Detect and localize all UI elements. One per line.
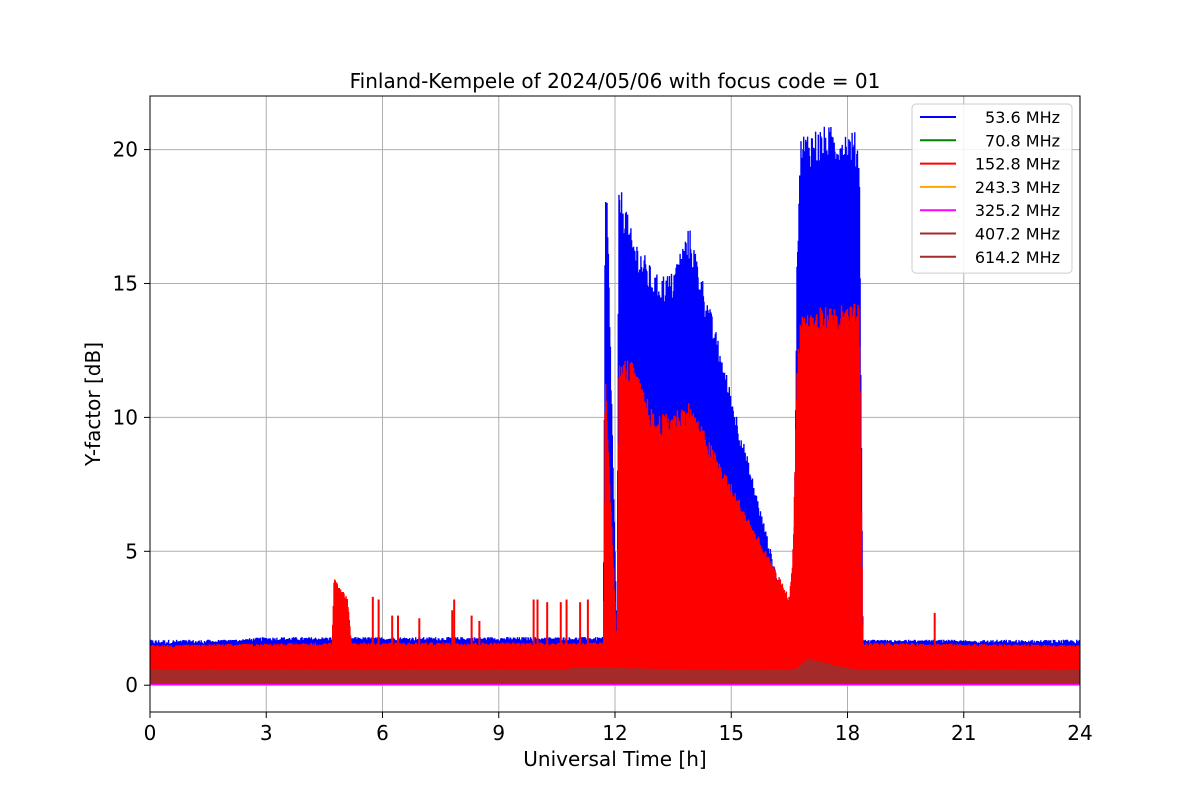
series-614-2-mhz xyxy=(150,671,1080,684)
legend-entry: 243.3 MHz xyxy=(975,178,1060,197)
y-tick-label: 0 xyxy=(125,673,138,697)
x-tick-label: 21 xyxy=(951,721,976,745)
legend-entry: 70.8 MHz xyxy=(985,131,1060,150)
legend-entry: 325.2 MHz xyxy=(975,201,1060,220)
x-tick-label: 0 xyxy=(144,721,157,745)
x-tick-label: 15 xyxy=(719,721,744,745)
x-axis-label: Universal Time [h] xyxy=(523,747,706,771)
x-tick-label: 24 xyxy=(1067,721,1092,745)
series-line xyxy=(150,303,1080,675)
y-tick-label: 10 xyxy=(113,405,138,429)
plot-series-group xyxy=(150,126,1080,686)
x-tick-label: 12 xyxy=(602,721,627,745)
y-tick-label: 15 xyxy=(113,271,138,295)
legend-entry: 407.2 MHz xyxy=(975,225,1060,244)
x-tick-label: 3 xyxy=(260,721,273,745)
legend-entry: 53.6 MHz xyxy=(985,108,1060,127)
legend-box xyxy=(911,103,1073,274)
y-tick-label: 5 xyxy=(125,539,138,563)
y-tick-label: 20 xyxy=(113,138,138,162)
legend: 53.6 MHz 70.8 MHz 152.8 MHz 243.3 MHz 325.2 … xyxy=(911,103,1073,274)
legend-entry: 152.8 MHz xyxy=(975,155,1060,174)
x-tick-label: 9 xyxy=(492,721,505,745)
x-axis-ticks: 0 3 6 9 12 15 18 21 24 xyxy=(144,712,1093,745)
chart-title: Finland-Kempele of 2024/05/06 with focus… xyxy=(350,69,881,93)
series-152-8-mhz xyxy=(150,303,1080,675)
y-axis-ticks: 0 5 10 15 20 xyxy=(113,138,150,697)
x-tick-label: 6 xyxy=(376,721,389,745)
legend-entry: 614.2 MHz xyxy=(975,248,1060,267)
x-tick-label: 18 xyxy=(835,721,860,745)
y-axis-label: Y-factor [dB] xyxy=(81,342,105,467)
series-line xyxy=(150,671,1080,684)
